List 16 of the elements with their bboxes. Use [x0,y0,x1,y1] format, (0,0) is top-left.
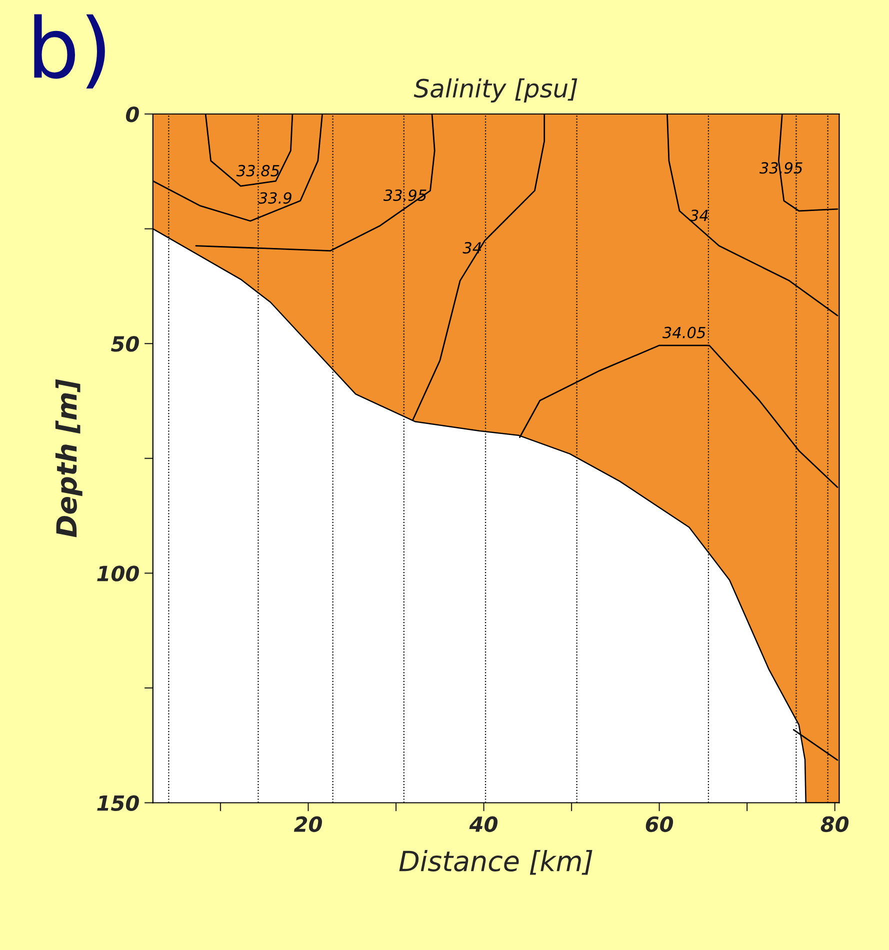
x-axis-title: Distance [km] [399,850,592,875]
y-axis-title: Depth [m] [55,379,82,538]
series-label: 34 [690,210,708,222]
y-tick-label: 100 [97,566,139,582]
x-tick-label: 40 [469,816,498,832]
text: b) [34,14,105,89]
x-tick-label: 20 [294,816,322,832]
x-tick-label: 60 [646,816,674,832]
y-tick-label: 50 [110,336,139,352]
chart-title: Salinity [psu] [414,78,578,103]
y-tick-label: 150 [97,795,139,811]
x-tick-label: 80 [820,816,849,832]
y-tick-label: 0 [126,106,139,122]
series-label: 33.85 [236,164,280,176]
series-label: 33.9 [258,192,292,204]
series-label: 34.05 [662,326,706,338]
